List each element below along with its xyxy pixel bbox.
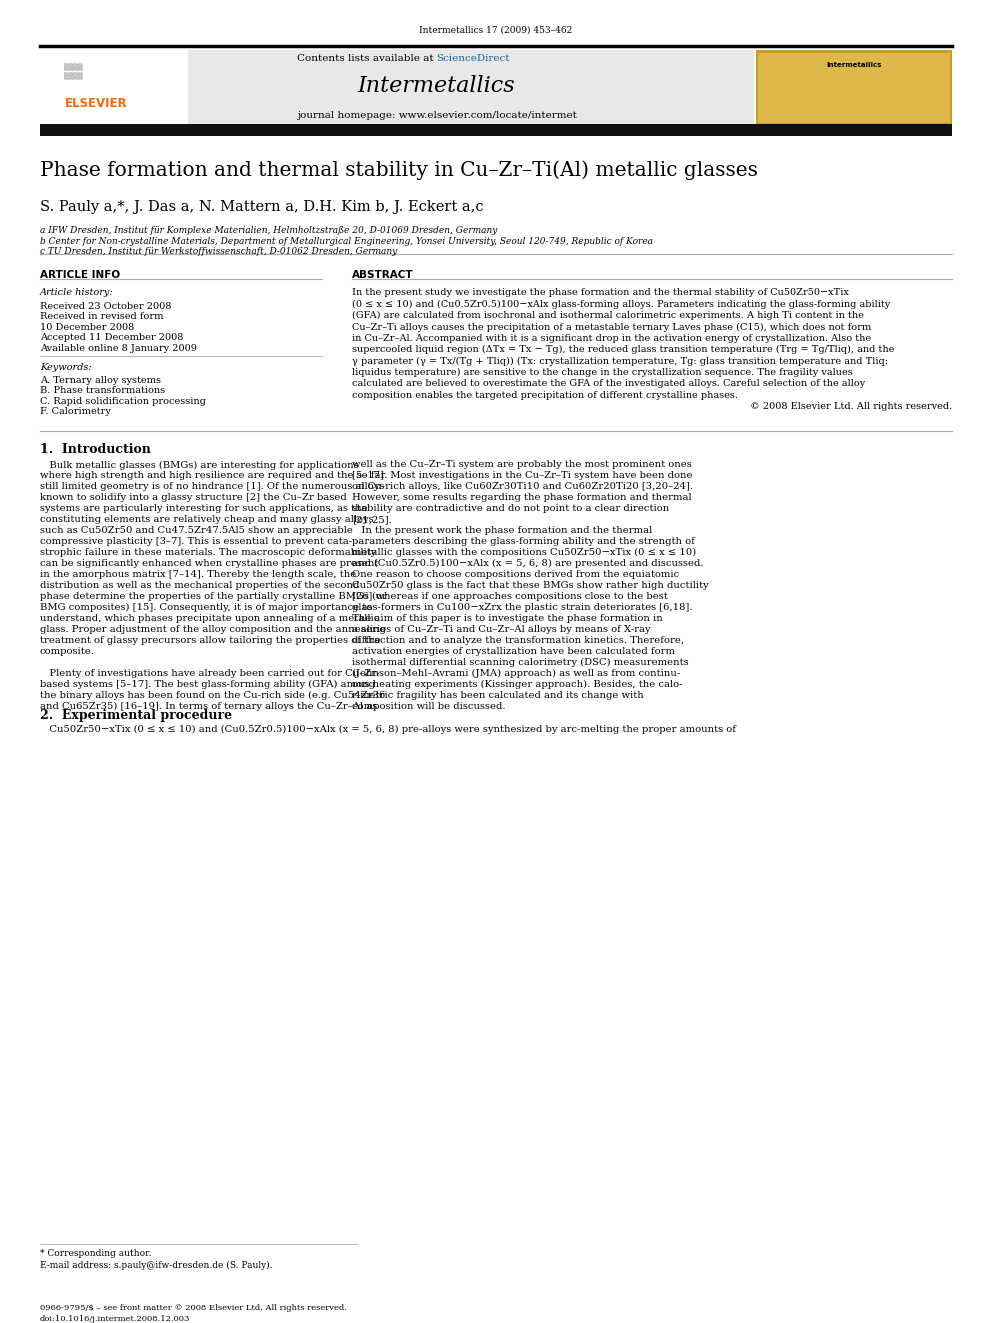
Text: composite.: composite. xyxy=(40,647,94,656)
Text: Contents lists available at: Contents lists available at xyxy=(297,54,436,62)
Text: One reason to choose compositions derived from the equiatomic: One reason to choose compositions derive… xyxy=(352,570,680,579)
Text: glass. Proper adjustment of the alloy composition and the annealing: glass. Proper adjustment of the alloy co… xyxy=(40,624,386,634)
Text: (GFA) are calculated from isochronal and isothermal calorimetric experiments. A : (GFA) are calculated from isochronal and… xyxy=(352,311,864,320)
Text: ARTICLE INFO: ARTICLE INFO xyxy=(40,270,120,280)
Text: a series of Cu–Zr–Ti and Cu–Zr–Al alloys by means of X-ray: a series of Cu–Zr–Ti and Cu–Zr–Al alloys… xyxy=(352,624,651,634)
Text: parameters describing the glass-forming ability and the strength of: parameters describing the glass-forming … xyxy=(352,537,695,546)
Text: stability are contradictive and do not point to a clear direction: stability are contradictive and do not p… xyxy=(352,504,670,513)
Text: still limited geometry is of no hindrance [1]. Of the numerous alloys: still limited geometry is of no hindranc… xyxy=(40,483,384,491)
Text: Intermetallics: Intermetallics xyxy=(826,62,882,67)
Text: Accepted 11 December 2008: Accepted 11 December 2008 xyxy=(40,333,184,343)
Text: journal homepage: www.elsevier.com/locate/intermet: journal homepage: www.elsevier.com/locat… xyxy=(297,111,576,119)
Text: Received 23 October 2008: Received 23 October 2008 xyxy=(40,302,171,311)
Text: on Cu-rich alloys, like Cu60Zr30Ti10 and Cu60Zr20Ti20 [3,20–24].: on Cu-rich alloys, like Cu60Zr30Ti10 and… xyxy=(352,483,693,491)
Text: systems are particularly interesting for such applications, as the: systems are particularly interesting for… xyxy=(40,504,367,513)
Text: known to solidify into a glassy structure [2] the Cu–Zr based: known to solidify into a glassy structur… xyxy=(40,493,346,503)
Text: BMG composites) [15]. Consequently, it is of major importance to: BMG composites) [15]. Consequently, it i… xyxy=(40,603,372,613)
Text: S. Pauly a,*, J. Das a, N. Mattern a, D.H. Kim b, J. Eckert a,c: S. Pauly a,*, J. Das a, N. Mattern a, D.… xyxy=(40,200,483,214)
Text: (Johnson–Mehl–Avrami (JMA) approach) as well as from continu-: (Johnson–Mehl–Avrami (JMA) approach) as … xyxy=(352,669,681,679)
Text: the binary alloys has been found on the Cu-rich side (e.g. Cu54Zr36: the binary alloys has been found on the … xyxy=(40,691,385,700)
Text: Article history:: Article history: xyxy=(40,288,113,298)
Text: ELSEVIER: ELSEVIER xyxy=(64,97,127,110)
Text: (0 ≤ x ≤ 10) and (Cu0.5Zr0.5)100−xAlx glass-forming alloys. Parameters indicatin: (0 ≤ x ≤ 10) and (Cu0.5Zr0.5)100−xAlx gl… xyxy=(352,300,891,308)
Text: phase determine the properties of the partially crystalline BMGs (or: phase determine the properties of the pa… xyxy=(40,593,387,601)
Text: γ parameter (γ = Tx/(Tg + Tliq)) (Tx: crystallization temperature, Tg: glass tra: γ parameter (γ = Tx/(Tg + Tliq)) (Tx: cr… xyxy=(352,357,888,365)
Text: However, some results regarding the phase formation and thermal: However, some results regarding the phas… xyxy=(352,493,691,503)
Text: calculated are believed to overestimate the GFA of the investigated alloys. Care: calculated are believed to overestimate … xyxy=(352,380,865,389)
Text: 1.  Introduction: 1. Introduction xyxy=(40,443,151,456)
Text: a IFW Dresden, Institut für Komplexe Materialien, Helmholtzstraße 20, D-01069 Dr: a IFW Dresden, Institut für Komplexe Mat… xyxy=(40,226,497,235)
Text: compressive plasticity [3–7]. This is essential to prevent cata-: compressive plasticity [3–7]. This is es… xyxy=(40,537,352,546)
Text: In the present work the phase formation and the thermal: In the present work the phase formation … xyxy=(352,527,653,536)
Text: ABSTRACT: ABSTRACT xyxy=(352,270,414,280)
Text: rimetric fragility has been calculated and its change with: rimetric fragility has been calculated a… xyxy=(352,691,644,700)
Text: © 2008 Elsevier Ltd. All rights reserved.: © 2008 Elsevier Ltd. All rights reserved… xyxy=(750,402,952,411)
Text: where high strength and high resilience are required and the so far: where high strength and high resilience … xyxy=(40,471,385,480)
Text: [26] whereas if one approaches compositions close to the best: [26] whereas if one approaches compositi… xyxy=(352,593,668,601)
Text: in Cu–Zr–Al. Accompanied with it is a significant drop in the activation energy : in Cu–Zr–Al. Accompanied with it is a si… xyxy=(352,333,871,343)
FancyBboxPatch shape xyxy=(756,50,952,126)
Text: B. Phase transformations: B. Phase transformations xyxy=(40,386,165,396)
Text: Intermetallics: Intermetallics xyxy=(358,75,515,97)
Text: understand, which phases precipitate upon annealing of a metallic: understand, which phases precipitate upo… xyxy=(40,614,379,623)
FancyBboxPatch shape xyxy=(758,53,950,123)
Text: C. Rapid solidification processing: C. Rapid solidification processing xyxy=(40,397,205,406)
Text: liquidus temperature) are sensitive to the change in the crystallization sequenc: liquidus temperature) are sensitive to t… xyxy=(352,368,853,377)
Text: Intermetallics 17 (2009) 453–462: Intermetallics 17 (2009) 453–462 xyxy=(420,25,572,34)
Text: b Center for Non-crystalline Materials, Department of Metallurgical Engineering,: b Center for Non-crystalline Materials, … xyxy=(40,237,653,246)
Text: c TU Dresden, Institut für Werkstoffwissenschaft, D-01062 Dresden, Germany: c TU Dresden, Institut für Werkstoffwiss… xyxy=(40,247,397,257)
Text: Available online 8 January 2009: Available online 8 January 2009 xyxy=(40,344,196,353)
Text: Cu–Zr–Ti alloys causes the precipitation of a metastable ternary Laves phase (C1: Cu–Zr–Ti alloys causes the precipitation… xyxy=(352,323,871,332)
Text: activation energies of crystallization have been calculated form: activation energies of crystallization h… xyxy=(352,647,676,656)
Text: Keywords:: Keywords: xyxy=(40,363,91,372)
Text: based systems [5–17]. The best glass-forming ability (GFA) among: based systems [5–17]. The best glass-for… xyxy=(40,680,375,689)
Text: ous heating experiments (Kissinger approach). Besides, the calo-: ous heating experiments (Kissinger appro… xyxy=(352,680,682,689)
Text: [21,25].: [21,25]. xyxy=(352,515,392,524)
Text: 0966-9795/$ – see front matter © 2008 Elsevier Ltd. All rights reserved.: 0966-9795/$ – see front matter © 2008 El… xyxy=(40,1304,346,1312)
FancyBboxPatch shape xyxy=(40,124,952,136)
Text: ScienceDirect: ScienceDirect xyxy=(436,54,510,62)
Text: metallic glasses with the compositions Cu50Zr50−xTix (0 ≤ x ≤ 10): metallic glasses with the compositions C… xyxy=(352,548,696,557)
Text: supercooled liquid region (ΔTx = Tx − Tg), the reduced glass transition temperat: supercooled liquid region (ΔTx = Tx − Tg… xyxy=(352,345,895,355)
Text: such as Cu50Zr50 and Cu47.5Zr47.5Al5 show an appreciable: such as Cu50Zr50 and Cu47.5Zr47.5Al5 sho… xyxy=(40,527,352,536)
Text: ▒▒▒▒▒
▒▒▒▒▒: ▒▒▒▒▒ ▒▒▒▒▒ xyxy=(64,64,83,79)
Text: doi:10.1016/j.intermet.2008.12.003: doi:10.1016/j.intermet.2008.12.003 xyxy=(40,1315,190,1323)
Text: constituting elements are relatively cheap and many glassy alloys: constituting elements are relatively che… xyxy=(40,515,373,524)
Text: treatment of glassy precursors allow tailoring the properties of the: treatment of glassy precursors allow tai… xyxy=(40,636,380,646)
Text: glass-formers in Cu100−xZrx the plastic strain deteriorates [6,18].: glass-formers in Cu100−xZrx the plastic … xyxy=(352,603,692,613)
Text: 10 December 2008: 10 December 2008 xyxy=(40,323,134,332)
Text: The aim of this paper is to investigate the phase formation in: The aim of this paper is to investigate … xyxy=(352,614,663,623)
Text: * Corresponding author.: * Corresponding author. xyxy=(40,1249,151,1258)
Text: composition enables the targeted precipitation of different crystalline phases.: composition enables the targeted precipi… xyxy=(352,390,738,400)
FancyBboxPatch shape xyxy=(40,50,754,126)
Text: well as the Cu–Zr–Ti system are probably the most prominent ones: well as the Cu–Zr–Ti system are probably… xyxy=(352,460,691,470)
Text: Bulk metallic glasses (BMGs) are interesting for applications: Bulk metallic glasses (BMGs) are interes… xyxy=(40,460,358,470)
Text: Cu50Zr50−xTix (0 ≤ x ≤ 10) and (Cu0.5Zr0.5)100−xAlx (x = 5, 6, 8) pre-alloys wer: Cu50Zr50−xTix (0 ≤ x ≤ 10) and (Cu0.5Zr0… xyxy=(40,725,736,734)
Text: composition will be discussed.: composition will be discussed. xyxy=(352,703,506,710)
Text: diffraction and to analyze the transformation kinetics. Therefore,: diffraction and to analyze the transform… xyxy=(352,636,684,646)
Text: A. Ternary alloy systems: A. Ternary alloy systems xyxy=(40,376,161,385)
Text: isothermal differential scanning calorimetry (DSC) measurements: isothermal differential scanning calorim… xyxy=(352,658,688,667)
Text: [5–17]. Most investigations in the Cu–Zr–Ti system have been done: [5–17]. Most investigations in the Cu–Zr… xyxy=(352,471,692,480)
Text: and Cu65Zr35) [16–19]. In terms of ternary alloys the Cu–Zr–Al as: and Cu65Zr35) [16–19]. In terms of terna… xyxy=(40,703,377,710)
Text: F. Calorimetry: F. Calorimetry xyxy=(40,407,110,417)
Text: In the present study we investigate the phase formation and the thermal stabilit: In the present study we investigate the … xyxy=(352,288,849,298)
Text: strophic failure in these materials. The macroscopic deformability: strophic failure in these materials. The… xyxy=(40,548,376,557)
Text: E-mail address: s.pauly@ifw-dresden.de (S. Pauly).: E-mail address: s.pauly@ifw-dresden.de (… xyxy=(40,1261,273,1270)
Text: Received in revised form: Received in revised form xyxy=(40,312,163,321)
FancyBboxPatch shape xyxy=(40,50,188,126)
Text: 2.  Experimental procedure: 2. Experimental procedure xyxy=(40,709,232,722)
Text: Phase formation and thermal stability in Cu–Zr–Ti(Al) metallic glasses: Phase formation and thermal stability in… xyxy=(40,160,758,180)
Text: in the amorphous matrix [7–14]. Thereby the length scale, the: in the amorphous matrix [7–14]. Thereby … xyxy=(40,570,356,579)
Text: and (Cu0.5Zr0.5)100−xAlx (x = 5, 6, 8) are presented and discussed.: and (Cu0.5Zr0.5)100−xAlx (x = 5, 6, 8) a… xyxy=(352,560,703,569)
Text: distribution as well as the mechanical properties of the second: distribution as well as the mechanical p… xyxy=(40,581,359,590)
Text: Cu50Zr50 glass is the fact that these BMGs show rather high ductility: Cu50Zr50 glass is the fact that these BM… xyxy=(352,581,709,590)
Text: Plenty of investigations have already been carried out for Cu–Zr-: Plenty of investigations have already be… xyxy=(40,669,379,679)
Text: can be significantly enhanced when crystalline phases are present: can be significantly enhanced when cryst… xyxy=(40,560,378,569)
